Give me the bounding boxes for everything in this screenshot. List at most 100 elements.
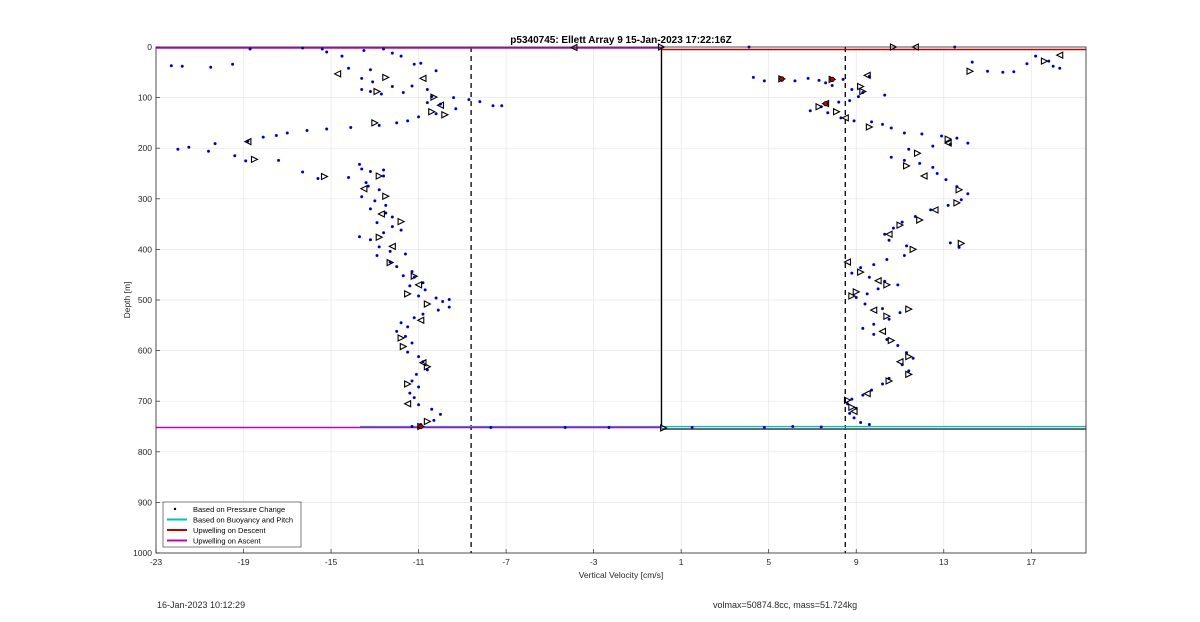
pressure-change-point-core — [275, 134, 277, 137]
pressure-change-point-core — [402, 91, 404, 94]
buoyancy-pitch-marker — [905, 352, 913, 361]
buoyancy-pitch-marker — [428, 107, 436, 116]
pressure-change-point-core — [347, 176, 350, 179]
pressure-change-point-core — [608, 426, 610, 429]
pressure-change-point-core — [903, 132, 905, 134]
buoyancy-pitch-marker — [382, 73, 390, 82]
upwelling-marker — [779, 76, 785, 82]
pressure-change-point-core — [932, 145, 934, 147]
pressure-change-point-core — [361, 168, 363, 170]
y-tick-label: 500 — [138, 295, 152, 305]
pressure-change-point-core — [862, 394, 864, 396]
legend-label: Upwelling on Descent — [193, 526, 266, 535]
pressure-change-point-core — [752, 76, 754, 78]
pressure-change-point-core — [361, 196, 363, 198]
pressure-change-point-core — [426, 369, 428, 371]
y-tick-label: 800 — [138, 447, 152, 457]
upwelling-marker — [418, 423, 424, 430]
y-tick-label: 900 — [138, 497, 152, 507]
buoyancy-pitch-marker — [388, 242, 396, 251]
pressure-change-point-core — [820, 426, 822, 428]
pressure-change-point-core — [420, 62, 422, 64]
pressure-change-point-core — [888, 318, 890, 320]
buoyancy-pitch-marker — [943, 139, 952, 148]
pressure-change-point-core — [967, 193, 969, 195]
buoyancy-pitch-marker — [857, 268, 865, 277]
buoyancy-pitch-marker — [857, 82, 865, 91]
buoyancy-pitch-marker — [883, 312, 892, 321]
buoyancy-pitch-marker — [859, 87, 868, 96]
pressure-change-point-core — [417, 404, 420, 406]
pressure-change-point-core — [245, 160, 247, 162]
pressure-change-point-core — [433, 419, 435, 422]
buoyancy-pitch-marker — [1040, 57, 1049, 66]
pressure-change-point-core — [877, 288, 879, 290]
upwelling-marker — [822, 101, 829, 107]
pressure-change-point-core — [426, 88, 428, 91]
buoyancy-pitch-marker — [441, 110, 450, 119]
pressure-change-point-core — [426, 102, 428, 104]
pressure-change-point-core — [382, 232, 385, 234]
pressure-change-point-core — [181, 65, 183, 67]
pressure-change-point-core — [262, 136, 264, 138]
pressure-change-point-core — [492, 105, 494, 107]
pressure-change-point-core — [321, 48, 323, 50]
buoyancy-pitch-marker — [423, 362, 432, 371]
pressure-change-point-core — [809, 110, 811, 112]
pressure-change-point-core — [873, 333, 875, 336]
pressure-change-point-core — [407, 326, 409, 328]
buoyancy-pitch-marker — [848, 403, 857, 412]
pressure-change-point-core — [501, 105, 503, 107]
pressure-change-point-core — [866, 293, 868, 295]
pressure-change-point-core — [413, 397, 415, 399]
pressure-change-point-core — [947, 204, 949, 206]
pressure-change-point-core — [365, 182, 367, 184]
buoyancy-pitch-marker — [359, 184, 368, 193]
pressure-change-point-core — [400, 229, 402, 231]
pressure-change-point-core — [385, 204, 387, 206]
pressure-change-point-core — [415, 373, 417, 375]
buoyancy-pitch-marker — [878, 327, 887, 336]
pressure-change-point-core — [326, 51, 328, 53]
legend-label: Based on Buoyancy and Pitch — [193, 515, 293, 524]
buoyancy-pitch-marker — [399, 342, 408, 351]
pressure-change-point-core — [960, 199, 962, 201]
pressure-change-point-core — [897, 284, 899, 286]
buoyancy-pitch-marker — [418, 358, 427, 367]
pressure-change-point-core — [921, 133, 923, 135]
pressure-change-point-core — [435, 70, 437, 72]
pressure-change-point-core — [853, 417, 855, 419]
pressure-change-point-core — [945, 178, 947, 181]
buoyancy-pitch-marker — [418, 74, 427, 83]
pressure-change-point-core — [831, 84, 833, 87]
pressure-change-point-core — [932, 166, 934, 169]
pressure-change-point-core — [382, 48, 385, 50]
pressure-change-point-core — [170, 65, 172, 67]
buoyancy-pitch-marker — [896, 221, 905, 230]
pressure-change-point-core — [396, 122, 398, 124]
pressure-change-point-core — [971, 61, 973, 63]
pressure-change-point-core — [411, 85, 413, 87]
buoyancy-pitch-marker — [841, 113, 849, 122]
pressure-change-point-core — [1026, 63, 1028, 65]
pressure-change-point-core — [901, 221, 903, 223]
buoyancy-pitch-marker — [865, 123, 874, 131]
pressure-change-point-core — [890, 156, 892, 158]
pressure-change-point-core — [1048, 60, 1050, 62]
pressure-change-point-core — [886, 338, 888, 341]
pressure-change-point-core — [899, 312, 901, 314]
y-tick-label: 0 — [147, 42, 152, 52]
pressure-change-point-core — [884, 233, 886, 235]
series-layer — [169, 43, 1064, 432]
y-tick-label: 200 — [138, 143, 152, 153]
pressure-change-point-core — [838, 101, 840, 103]
pressure-change-point-core — [404, 253, 407, 255]
pressure-change-point-core — [369, 69, 372, 71]
buoyancy-pitch-marker — [377, 210, 385, 218]
pressure-change-point-core — [825, 82, 827, 84]
buoyancy-pitch-marker — [333, 69, 342, 78]
pressure-change-point-core — [914, 215, 916, 218]
pressure-change-point-core — [905, 245, 908, 247]
x-tick-label: 5 — [766, 557, 771, 567]
buoyancy-pitch-marker — [852, 288, 861, 296]
